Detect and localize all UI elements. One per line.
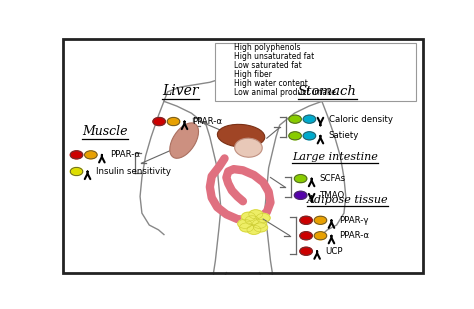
Text: Low saturated fat: Low saturated fat [234,61,301,70]
Circle shape [303,132,316,140]
Text: Adipose tissue: Adipose tissue [307,195,388,205]
Circle shape [70,167,83,176]
Text: Low animal product intake: Low animal product intake [234,88,336,97]
Text: Caloric density: Caloric density [328,115,392,124]
Circle shape [240,223,254,232]
Ellipse shape [170,123,199,158]
Text: High water content: High water content [234,79,308,88]
Bar [215,43,416,101]
Circle shape [314,216,327,224]
Circle shape [220,89,231,96]
Text: PPAR-α: PPAR-α [339,231,370,240]
Circle shape [220,80,231,87]
Text: PPAR-γ: PPAR-γ [339,216,369,225]
Circle shape [241,212,255,221]
Circle shape [220,44,231,51]
Circle shape [220,62,231,69]
Text: Muscle: Muscle [82,125,128,138]
Text: Large intestine: Large intestine [292,152,378,162]
Circle shape [300,216,312,224]
Circle shape [249,210,263,219]
Text: Stomach: Stomach [298,85,357,98]
Text: Liver: Liver [162,84,199,98]
Circle shape [289,132,301,140]
Text: TMAO: TMAO [319,191,345,200]
Text: UCP: UCP [325,247,343,256]
Circle shape [300,247,312,255]
Circle shape [70,151,83,159]
Text: High polyphenols: High polyphenols [234,43,300,52]
Circle shape [253,219,266,228]
Text: PPAR-α: PPAR-α [110,150,140,159]
Circle shape [153,117,165,125]
Circle shape [294,191,307,199]
Text: Satiety: Satiety [328,131,359,140]
Text: High fiber: High fiber [234,70,272,79]
Circle shape [167,117,180,125]
Circle shape [220,71,231,78]
Text: Insulin sensitivity: Insulin sensitivity [96,167,171,176]
Circle shape [300,232,312,240]
Circle shape [254,223,267,232]
Circle shape [256,214,270,222]
Circle shape [245,216,259,225]
Circle shape [238,219,252,228]
Circle shape [303,115,316,123]
Text: PPAR-α: PPAR-α [192,117,223,126]
Circle shape [84,151,97,159]
Text: SCFAs: SCFAs [319,174,346,183]
Circle shape [220,53,231,60]
Circle shape [314,232,327,240]
Text: High unsaturated fat: High unsaturated fat [234,52,314,61]
Ellipse shape [235,138,262,157]
Ellipse shape [218,124,265,147]
Circle shape [289,115,301,123]
Circle shape [247,225,261,234]
Circle shape [294,175,307,183]
